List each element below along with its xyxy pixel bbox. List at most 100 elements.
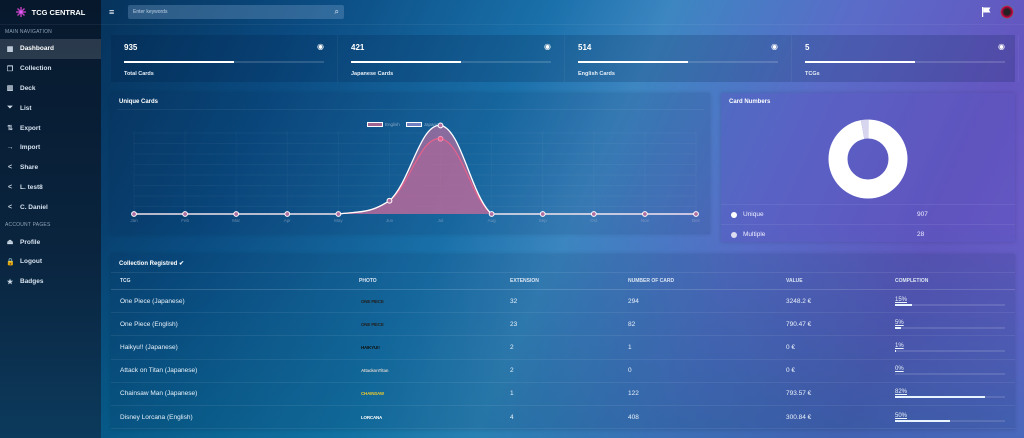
table-row[interactable]: Attack on Titan (Japanese) AttackonTitan… — [111, 360, 1015, 383]
eye-icon[interactable]: ◉ — [998, 42, 1005, 51]
table-row[interactable]: Disney Lorcana (English) LORCANA 4 408 3… — [111, 406, 1015, 430]
table-row[interactable]: Chainsaw Man (Japanese) CHAINSAW 1 122 7… — [111, 383, 1015, 406]
stat-progress — [578, 61, 778, 63]
nav-label: Badges — [20, 278, 44, 286]
tcg-photo: LORCANA — [361, 414, 383, 420]
stat-label: English Cards — [578, 71, 615, 77]
stat-progress — [124, 61, 324, 63]
col-number-of-card[interactable]: NUMBER OF CARD — [628, 278, 675, 284]
user-icon: ⏏ — [6, 239, 14, 247]
eye-icon[interactable]: ◉ — [771, 42, 778, 51]
legend-japanese[interactable]: Japanese — [405, 122, 443, 128]
panel-title: Card Numbers — [729, 99, 771, 105]
nav-label: Export — [20, 124, 41, 132]
stat-value: 5 — [805, 43, 810, 52]
sidebar-item-c-daniel[interactable]: < C. Daniel — [0, 197, 101, 217]
stat-card: 935 ◉ Total Cards — [111, 35, 338, 82]
legend-english[interactable]: English — [367, 122, 400, 128]
sidebar-item-deck[interactable]: ▥ Deck — [0, 79, 101, 99]
col-tcg[interactable]: TCG — [120, 278, 131, 284]
nav-label: L. test8 — [20, 183, 43, 191]
stat-card: 514 ◉ English Cards — [565, 35, 792, 82]
tcg-photo: CHAINSAW — [361, 391, 384, 397]
share-icon: < — [7, 183, 13, 191]
completion: 0% — [895, 366, 1005, 376]
search-input[interactable]: Enter keywords ⌕ — [128, 5, 344, 19]
tcg-photo: ONE PIECE — [361, 298, 384, 304]
sidebar-item-l-test8[interactable]: < L. test8 — [0, 178, 101, 198]
sidebar-item-badges[interactable]: ★ Badges — [0, 272, 101, 292]
stat-value: 421 — [351, 43, 365, 52]
collection-value: 793.57 € — [786, 390, 812, 398]
flag-icon[interactable] — [982, 7, 991, 17]
topbar: ≡ Enter keywords ⌕ — [101, 0, 1024, 25]
tcg-name: Chainsaw Man (Japanese) — [120, 390, 198, 398]
col-completion[interactable]: COMPLETION — [895, 278, 929, 284]
sidebar-item-collection[interactable]: ❐ Collection — [0, 59, 101, 79]
nav-label: Logout — [20, 258, 43, 266]
nav-label: Profile — [20, 238, 41, 246]
tcg-name: Haikyu!! (Japanese) — [120, 343, 178, 351]
card-count: 0 — [628, 367, 632, 375]
nav-label: C. Daniel — [20, 203, 48, 211]
search-placeholder: Enter keywords — [133, 9, 168, 15]
stat-card: 5 ◉ TCGs — [792, 35, 1019, 82]
collection-value: 3248.2 € — [786, 297, 812, 305]
table-row[interactable]: Haikyu!! (Japanese) HAIKYU!! 2 1 0 € 1% — [111, 336, 1015, 360]
stat-label: Total Cards — [124, 71, 154, 77]
legend-dot-icon — [731, 211, 737, 218]
svg-text:Aug: Aug — [488, 218, 497, 223]
table-row[interactable]: One Piece (English) ONE PIECE 23 82 790.… — [111, 313, 1015, 337]
svg-text:May: May — [334, 218, 343, 223]
collection-table-panel: Collection Registred ✔ TCG PHOTO EXTENSI… — [111, 254, 1015, 430]
sidebar-item-dashboard[interactable]: ▦ Dashboard — [0, 39, 101, 59]
sidebar-item-share[interactable]: < Share — [0, 158, 101, 178]
row-label: Unique — [743, 211, 764, 218]
eye-icon[interactable]: ◉ — [544, 42, 551, 51]
extension-count: 2 — [510, 343, 514, 351]
account-pages-title: ACCOUNT PAGES — [5, 222, 51, 229]
stat-label: TCGs — [805, 71, 820, 77]
collection-icon: ❐ — [6, 65, 14, 73]
import-icon: → — [6, 144, 14, 152]
tcg-name: Disney Lorcana (English) — [120, 413, 193, 421]
completion-bar — [895, 303, 1005, 306]
col-photo[interactable]: PHOTO — [359, 278, 377, 284]
col-extension[interactable]: EXTENSION — [510, 278, 539, 284]
completion: 82% — [895, 389, 1005, 399]
main-navigation-title: MAIN NAVIGATION — [5, 29, 52, 35]
sidebar-item-import[interactable]: → Import — [0, 138, 101, 158]
brand[interactable]: TCG CENTRAL — [0, 0, 101, 25]
collection-value: 300.84 € — [786, 413, 812, 421]
tcg-name: Attack on Titan (Japanese) — [120, 367, 198, 375]
menu-toggle-icon[interactable]: ≡ — [109, 7, 115, 17]
extension-count: 1 — [510, 390, 514, 398]
filter-icon: ⏷ — [7, 104, 13, 112]
tcg-photo: HAIKYU!! — [361, 344, 380, 350]
eye-icon[interactable]: ◉ — [317, 42, 324, 51]
nav-label: Deck — [20, 84, 36, 92]
col-value[interactable]: VALUE — [786, 278, 803, 284]
sidebar-item-logout[interactable]: 🔒 Logout — [0, 252, 101, 272]
completion-pct: 0% — [895, 366, 904, 373]
svg-text:Jan: Jan — [130, 218, 138, 223]
search-icon[interactable]: ⌕ — [334, 7, 339, 16]
table-row[interactable]: One Piece (Japanese) ONE PIECE 32 294 32… — [111, 290, 1015, 314]
unique-cards-panel: Unique Cards English Japanese Jan Feb Mar A… — [111, 93, 710, 234]
sidebar-item-profile[interactable]: ⏏ Profile — [0, 232, 101, 252]
completion: 50% — [895, 413, 1005, 422]
logo-icon — [15, 7, 26, 17]
sidebar-item-export[interactable]: ⇅ Export — [0, 118, 101, 138]
svg-text:Feb: Feb — [181, 218, 189, 223]
nav-label: Collection — [20, 65, 52, 73]
svg-text:Sep: Sep — [539, 218, 548, 223]
completion-pct: 15% — [895, 296, 908, 303]
completion-pct: 5% — [895, 319, 904, 326]
completion-bar — [895, 373, 1005, 376]
stat-progress — [351, 61, 551, 63]
stat-value: 935 — [124, 43, 138, 52]
avatar[interactable] — [1000, 5, 1014, 19]
share-icon: < — [7, 164, 13, 172]
sidebar-item-list[interactable]: ⏷ List — [0, 98, 101, 118]
completion-pct: 1% — [895, 342, 904, 349]
